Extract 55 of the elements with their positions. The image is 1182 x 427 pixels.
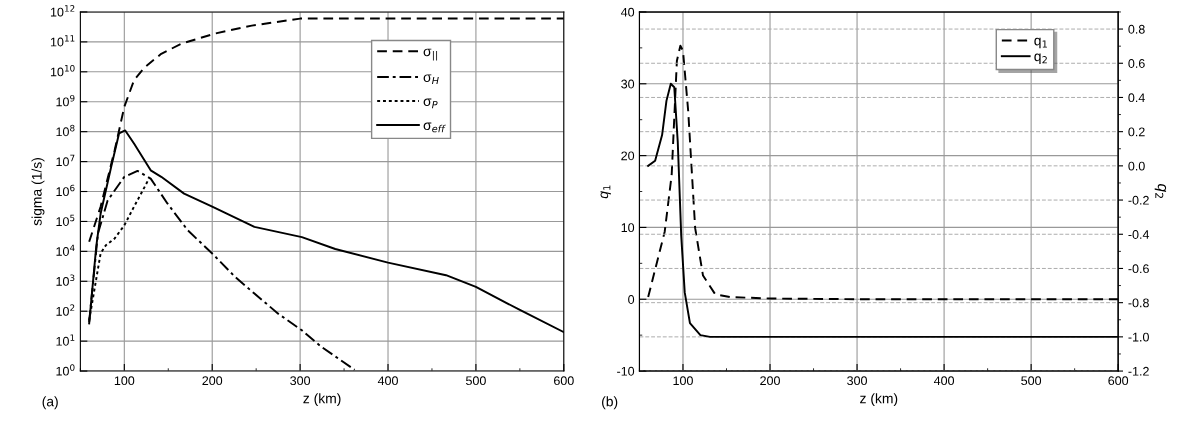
y-tick-label: 10$^{2}$	[56, 304, 75, 316]
y-tick-label: 40	[620, 7, 635, 17]
x-tick-label: 500	[1021, 376, 1042, 386]
legend-label: σ$_{P}$	[423, 98, 438, 109]
y2-tick-label: -1.0	[1128, 332, 1149, 342]
y2-tick-label: 0.6	[1128, 59, 1145, 68]
y-tick-label: 10$^{3}$	[56, 274, 75, 286]
y-axis-title: sigma (1/s)	[31, 158, 45, 226]
y2-tick-label: -0.6	[1128, 264, 1149, 274]
y-tick-label: 10$^{1}$	[56, 334, 75, 346]
y-tick-label: 10$^{6}$	[56, 184, 75, 197]
y-tick-label: 10$^{10}$	[50, 64, 75, 77]
y2-tick-label: -0.4	[1128, 230, 1150, 239]
y-tick-label: 10$^{7}$	[56, 154, 75, 167]
y-tick-label: 20	[621, 151, 635, 161]
y-tick-label: 10$^{0}$	[56, 364, 75, 376]
y-tick-label: 10	[621, 223, 635, 233]
x-tick-label: 100	[114, 376, 135, 386]
y-tick-label: 10$^{9}$	[56, 94, 75, 107]
legend-label: σ$_{||}$	[423, 48, 438, 61]
x-tick-label: 100	[673, 376, 693, 386]
y-tick-label: 10$^{4}$	[56, 244, 75, 256]
x-axis-title: z (km)	[860, 393, 898, 407]
y2-tick-label: 0.8	[1128, 24, 1145, 34]
y-tick-label: -10	[617, 366, 635, 376]
y2-tick-label: 0.0	[1128, 161, 1145, 171]
y2-tick-label: -1.2	[1128, 366, 1149, 376]
legend-label: σ$_{eff}$	[423, 122, 446, 133]
y-tick-label: 30	[621, 79, 635, 89]
y2-tick-label: 0.4	[1128, 93, 1145, 103]
y2-axis-title: q$_{2}$	[1154, 184, 1167, 198]
y-tick-label: 10$^{8}$	[56, 124, 75, 137]
y-tick-label: 10$^{12}$	[50, 5, 75, 17]
y2-tick-label: -0.2	[1128, 195, 1149, 205]
y-tick-label: 10$^{11}$	[50, 35, 75, 47]
legend-label: σ$_{H}$	[423, 74, 439, 85]
x-tick-label: 200	[760, 376, 780, 386]
y-tick-label: 0	[628, 295, 635, 304]
text: (a)	[42, 396, 58, 410]
x-tick-label: 400	[377, 376, 398, 386]
x-tick-label: 600	[554, 376, 574, 386]
x-tick-label: 500	[465, 376, 486, 386]
x-axis-title: z (km)	[303, 393, 341, 407]
x-tick-label: 400	[933, 376, 955, 386]
x-tick-label: 600	[1108, 376, 1129, 386]
x-tick-label: 200	[202, 376, 223, 386]
y-axis-title: q$_{1}$	[600, 185, 611, 199]
y2-tick-label: -0.8	[1128, 298, 1149, 308]
legend-label: q$_{2}$	[1034, 53, 1047, 64]
text: (b)	[602, 396, 618, 410]
x-tick-label: 300	[290, 376, 311, 386]
x-tick-label: 300	[847, 376, 867, 386]
legend-label: q$_{1}$	[1034, 37, 1047, 49]
y2-tick-label: 0.2	[1128, 127, 1145, 137]
y-tick-label: 10$^{5}$	[56, 214, 75, 226]
